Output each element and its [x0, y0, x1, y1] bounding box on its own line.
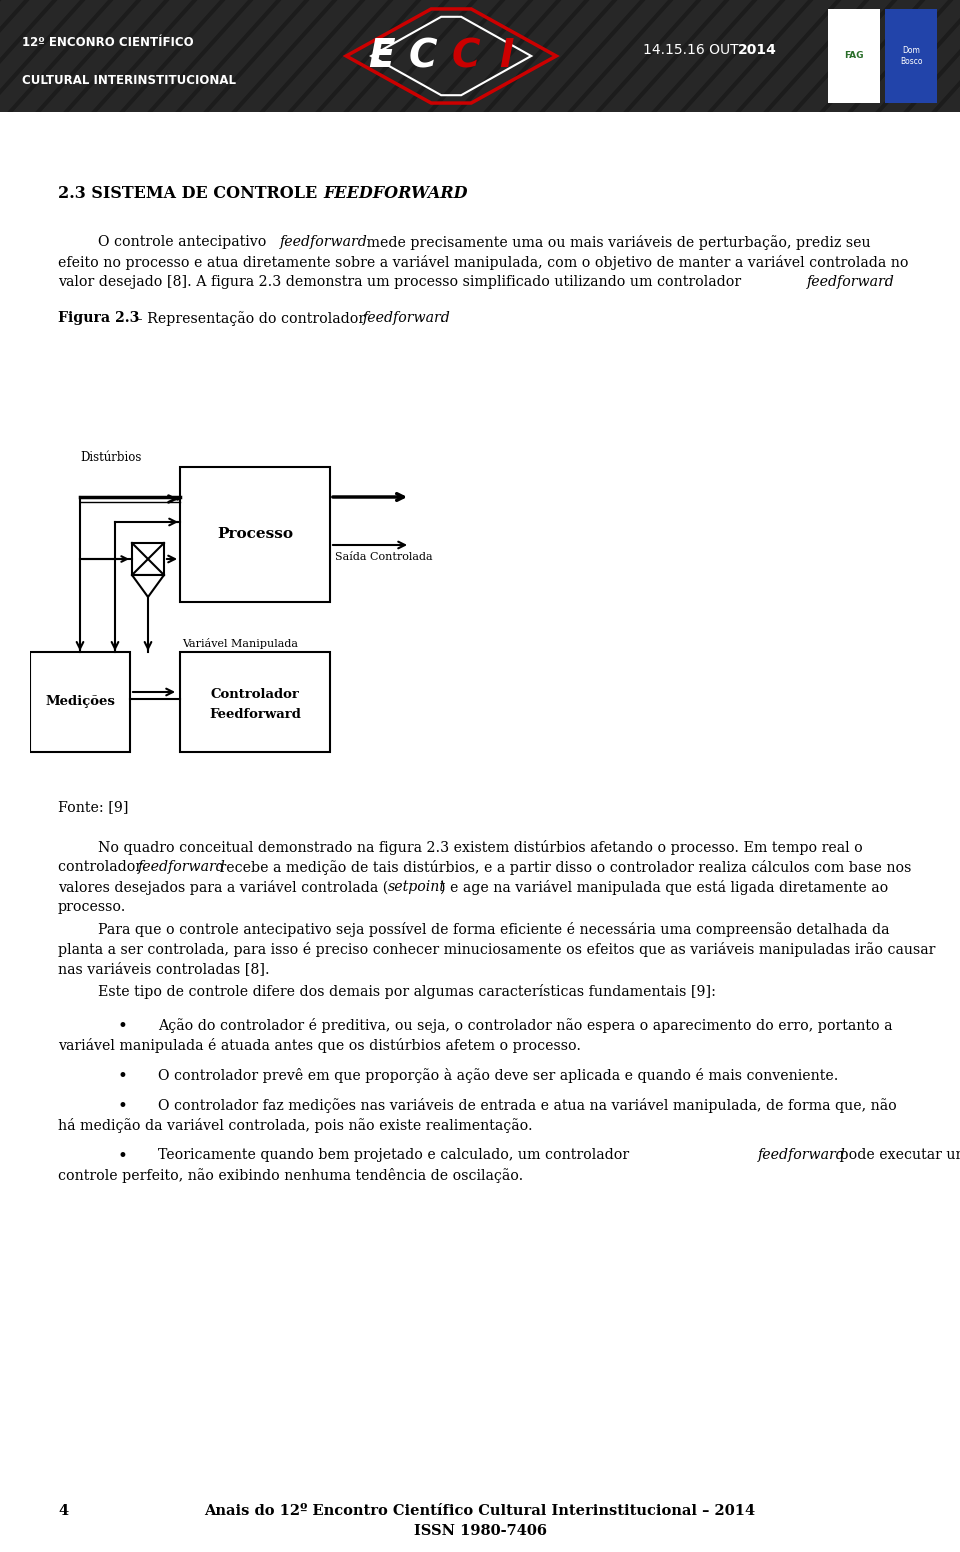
Bar: [180, 652, 330, 753]
Text: Figura 2.3: Figura 2.3: [58, 310, 139, 324]
Text: Ação do controlador é preditiva, ou seja, o controlador não espera o apareciment: Ação do controlador é preditiva, ou seja…: [158, 1018, 893, 1034]
Text: FAG: FAG: [844, 51, 863, 61]
Text: feedforward: feedforward: [807, 275, 895, 289]
Text: efeito no processo e atua diretamente sobre a variável manipulada, com o objetiv: efeito no processo e atua diretamente so…: [58, 255, 908, 270]
Text: Saída Controlada: Saída Controlada: [335, 553, 433, 562]
Text: feedforward: feedforward: [758, 1148, 846, 1162]
Text: O controle antecipativo: O controle antecipativo: [98, 234, 271, 248]
Text: C: C: [409, 37, 438, 74]
Text: I: I: [499, 37, 514, 74]
Text: 14.15.16 OUT: 14.15.16 OUT: [643, 43, 743, 57]
Text: Anais do 12º Encontro Científico Cultural Interinstitucional – 2014: Anais do 12º Encontro Científico Cultura…: [204, 1504, 756, 1518]
Text: há medição da variável controlada, pois não existe realimentação.: há medição da variável controlada, pois …: [58, 1117, 533, 1133]
Text: controlador: controlador: [58, 860, 147, 874]
Text: nas variáveis controladas [8].: nas variáveis controladas [8].: [58, 962, 270, 976]
Text: ) e age na variável manipulada que está ligada diretamente ao: ) e age na variável manipulada que está …: [440, 880, 888, 896]
Text: pode executar um: pode executar um: [835, 1148, 960, 1162]
Text: feedforward: feedforward: [138, 860, 226, 874]
Text: Este tipo de controle difere dos demais por algumas características fundamentais: Este tipo de controle difere dos demais …: [98, 984, 716, 999]
Bar: [828, 9, 879, 102]
Text: O controlador prevê em que proporção à ação deve ser aplicada e quando é mais co: O controlador prevê em que proporção à a…: [158, 1068, 838, 1083]
Text: feedforward: feedforward: [363, 310, 451, 324]
Bar: [30, 652, 130, 753]
Text: CULTURAL INTERINSTITUCIONAL: CULTURAL INTERINSTITUCIONAL: [22, 74, 236, 87]
Text: Processo: Processo: [217, 528, 293, 542]
Text: .: .: [440, 310, 444, 324]
Text: setpoint: setpoint: [388, 880, 446, 894]
Text: Feedforward: Feedforward: [209, 708, 300, 720]
Bar: [132, 543, 164, 574]
Text: Distúrbios: Distúrbios: [80, 452, 141, 464]
Text: •: •: [118, 1148, 128, 1166]
Text: – Representação do controlador: – Representação do controlador: [131, 310, 370, 326]
Text: •: •: [118, 1097, 128, 1114]
Text: valor desejado [8]. A figura 2.3 demonstra um processo simplificado utilizando u: valor desejado [8]. A figura 2.3 demonst…: [58, 275, 746, 289]
Text: No quadro conceitual demonstrado na figura 2.3 existem distúrbios afetando o pro: No quadro conceitual demonstrado na figu…: [98, 840, 863, 855]
Bar: [180, 467, 330, 602]
Text: Variável Manipulada: Variável Manipulada: [182, 638, 298, 649]
Text: Medições: Medições: [45, 695, 115, 709]
Text: FEEDFORWARD: FEEDFORWARD: [323, 185, 468, 202]
Text: 2.3 SISTEMA DE CONTROLE: 2.3 SISTEMA DE CONTROLE: [58, 185, 323, 202]
Text: recebe a medição de tais distúrbios, e a partir disso o controlador realiza cálc: recebe a medição de tais distúrbios, e a…: [215, 860, 911, 875]
Text: planta a ser controlada, para isso é preciso conhecer minuciosamente os efeitos : planta a ser controlada, para isso é pre…: [58, 942, 935, 958]
Text: .: .: [884, 275, 889, 289]
Text: E: E: [368, 37, 395, 74]
Text: variável manipulada é atuada antes que os distúrbios afetem o processo.: variável manipulada é atuada antes que o…: [58, 1038, 581, 1052]
Text: Controlador: Controlador: [210, 688, 300, 700]
Text: Fonte: [9]: Fonte: [9]: [58, 799, 129, 813]
Text: Teoricamente quando bem projetado e calculado, um controlador: Teoricamente quando bem projetado e calc…: [158, 1148, 634, 1162]
Text: controle perfeito, não exibindo nenhuma tendência de oscilação.: controle perfeito, não exibindo nenhuma …: [58, 1169, 523, 1183]
Text: O controlador faz medições nas variáveis de entrada e atua na variável manipulad: O controlador faz medições nas variáveis…: [158, 1097, 897, 1113]
Text: C: C: [452, 37, 480, 74]
Text: ISSN 1980-7406: ISSN 1980-7406: [414, 1524, 546, 1538]
Text: Para que o controle antecipativo seja possível de forma eficiente é necessária u: Para que o controle antecipativo seja po…: [98, 922, 890, 937]
Text: 4: 4: [58, 1504, 68, 1518]
Text: 2014: 2014: [738, 43, 777, 57]
Polygon shape: [132, 574, 164, 598]
Text: 12º ENCONRO CIENTÍFICO: 12º ENCONRO CIENTÍFICO: [22, 36, 194, 50]
Bar: [885, 9, 937, 102]
Text: mede precisamente uma ou mais variáveis de perturbação, prediz seu: mede precisamente uma ou mais variáveis …: [362, 234, 871, 250]
Text: •: •: [118, 1018, 128, 1035]
Text: valores desejados para a variável controlada (: valores desejados para a variável contro…: [58, 880, 388, 896]
Text: Dom
Bosco: Dom Bosco: [900, 47, 923, 65]
Text: feedforward: feedforward: [280, 234, 368, 248]
Text: processo.: processo.: [58, 900, 127, 914]
Text: •: •: [118, 1068, 128, 1085]
